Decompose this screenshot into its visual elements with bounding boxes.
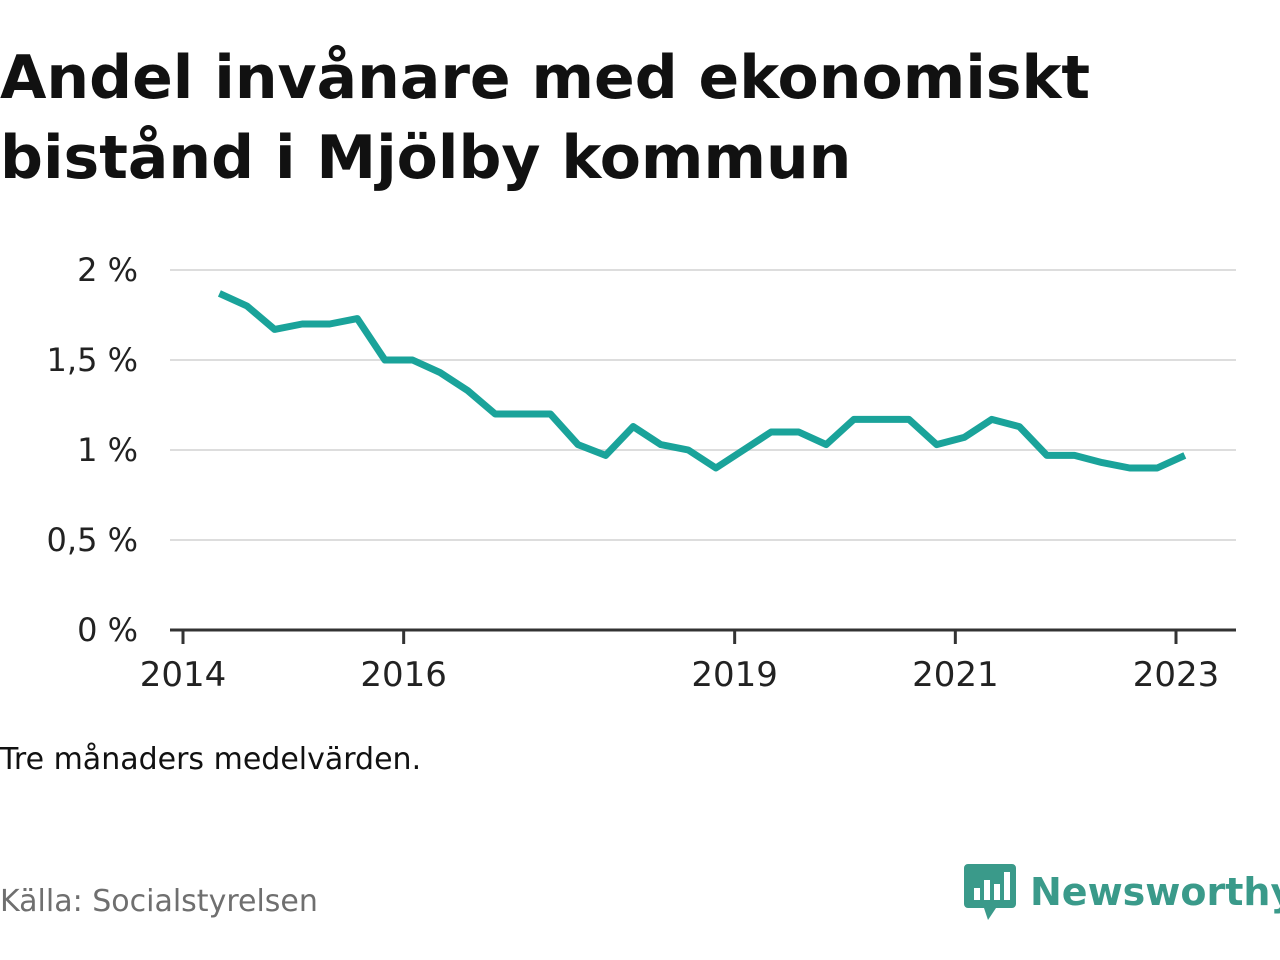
data-point xyxy=(851,416,857,422)
data-point xyxy=(685,447,691,453)
brand-name: Newsworthy xyxy=(1030,870,1280,914)
data-point xyxy=(216,290,222,296)
data-point xyxy=(1154,465,1160,471)
data-point xyxy=(354,316,360,322)
newsworthy-chart-bubble-icon xyxy=(964,864,1016,920)
data-point xyxy=(1044,452,1050,458)
data-point xyxy=(878,416,884,422)
series-layer xyxy=(216,290,1188,472)
x-tick-label: 2014 xyxy=(140,655,227,695)
data-point xyxy=(1127,465,1133,471)
line-chart: 0 % 0,5 % 1 % 1,5 % 2 % 2014 2016 2019 2021 2023 xyxy=(47,251,1236,695)
x-tick-label: 2016 xyxy=(360,655,447,695)
data-point xyxy=(741,447,747,453)
series-line xyxy=(217,290,1187,472)
data-point xyxy=(658,442,664,448)
y-tick-label: 1,5 % xyxy=(47,341,138,379)
data-point xyxy=(465,388,471,394)
data-point xyxy=(410,357,416,363)
data-point xyxy=(713,465,719,471)
data-point xyxy=(961,434,967,440)
chart-note: Tre månaders medelvärden. xyxy=(0,742,422,777)
x-tick-label: 2023 xyxy=(1133,655,1220,695)
data-point xyxy=(327,321,333,327)
data-point xyxy=(492,411,498,417)
brand-logo[interactable]: Newsworthy xyxy=(964,862,1280,922)
data-point xyxy=(437,370,443,376)
y-tick-label: 0 % xyxy=(77,611,138,649)
data-point xyxy=(906,416,912,422)
data-point xyxy=(934,442,940,448)
data-point xyxy=(603,452,609,458)
y-tick-label: 2 % xyxy=(77,251,138,289)
data-point xyxy=(575,442,581,448)
data-point xyxy=(299,321,305,327)
x-tick-label: 2019 xyxy=(691,655,778,695)
x-tick-label: 2021 xyxy=(912,655,999,695)
data-point xyxy=(382,357,388,363)
data-point xyxy=(1182,452,1188,458)
data-point xyxy=(630,424,636,430)
data-point xyxy=(768,429,774,435)
chart-title: Andel invånare med ekonomiskt bistånd i … xyxy=(0,43,1091,193)
data-point xyxy=(244,303,250,309)
source-text: Källa: Socialstyrelsen xyxy=(0,884,318,919)
data-point xyxy=(1016,424,1022,430)
data-point xyxy=(547,411,553,417)
data-point xyxy=(823,442,829,448)
data-point xyxy=(989,416,995,422)
data-point xyxy=(1072,452,1078,458)
y-tick-label: 0,5 % xyxy=(47,521,138,559)
data-point xyxy=(1099,460,1105,466)
gridlines xyxy=(170,269,1236,541)
data-point xyxy=(796,429,802,435)
data-point xyxy=(272,326,278,332)
x-axis: 2014 2016 2019 2021 2023 xyxy=(140,628,1236,695)
y-axis: 0 % 0,5 % 1 % 1,5 % 2 % xyxy=(47,251,138,649)
data-point xyxy=(520,411,526,417)
y-tick-label: 1 % xyxy=(77,431,138,469)
